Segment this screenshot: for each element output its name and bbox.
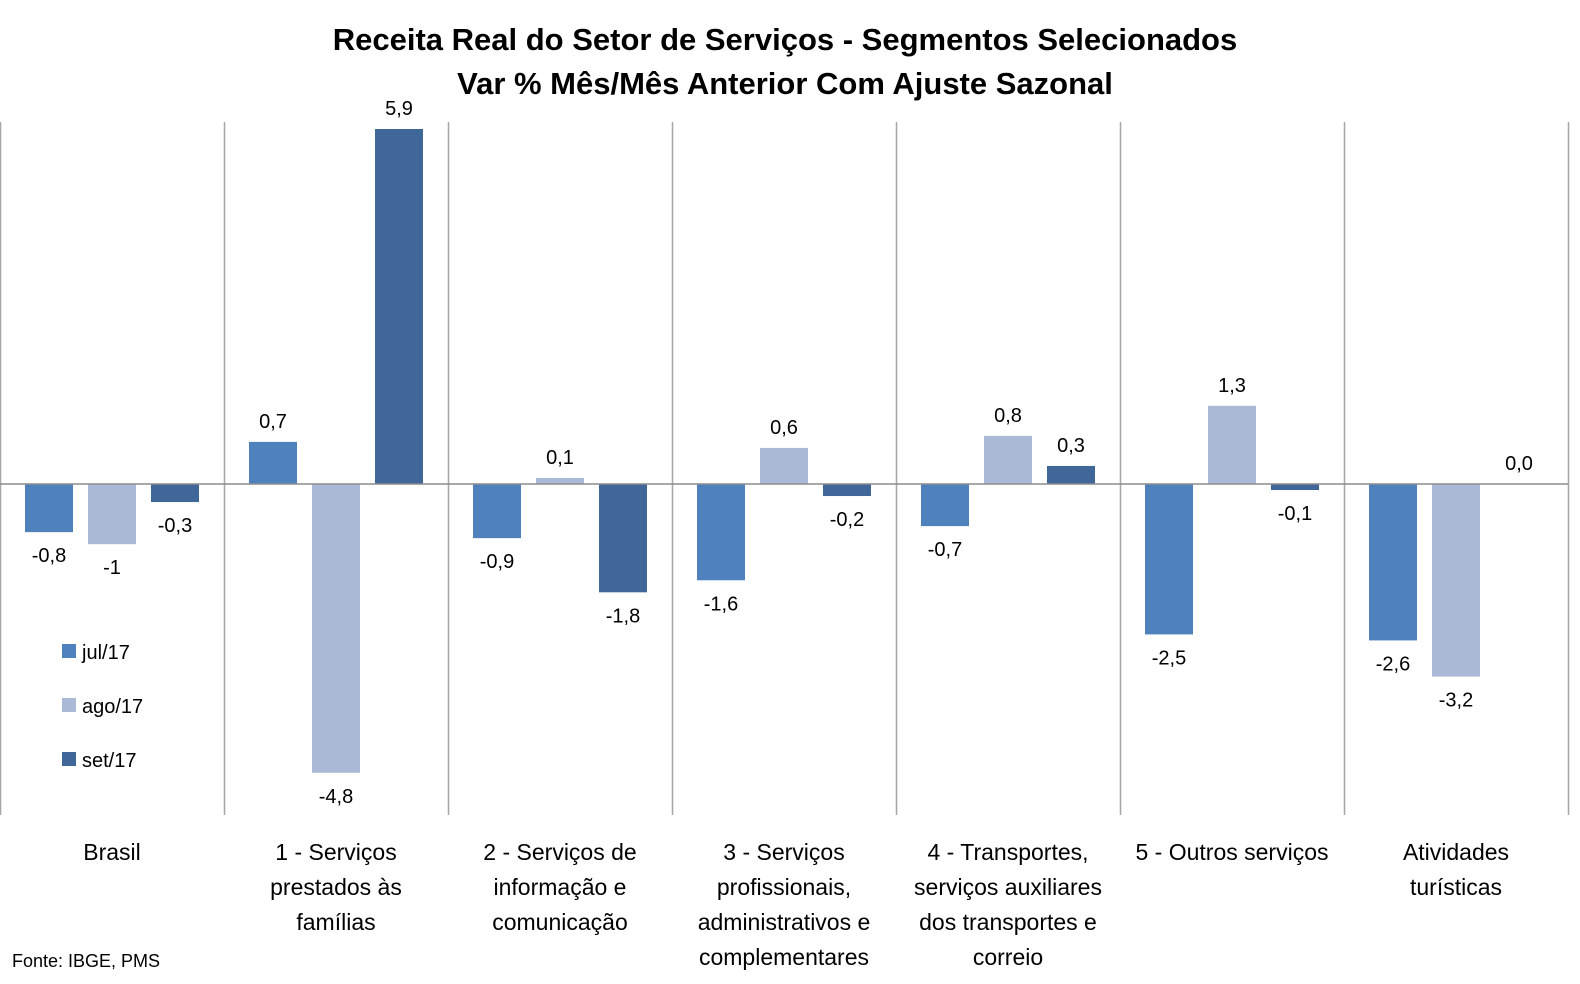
bar-set-17 — [599, 484, 647, 593]
category-gridlines — [0, 122, 1570, 815]
category-label: 4 - Transportes, — [927, 839, 1088, 865]
data-label: 1,3 — [1218, 375, 1246, 397]
bar-ago-17 — [312, 484, 360, 773]
bar-jul-17 — [921, 484, 969, 527]
category-label: famílias — [296, 909, 375, 935]
bar-jul-17 — [25, 484, 73, 533]
bar-set-17 — [1271, 484, 1319, 491]
bar-set-17 — [823, 484, 871, 497]
data-label: -0,8 — [32, 545, 66, 567]
bar-jul-17 — [1369, 484, 1417, 641]
data-label: -4,8 — [319, 786, 353, 808]
data-label: -1,6 — [704, 593, 738, 615]
data-label: 0,6 — [770, 417, 798, 439]
data-label: 0,7 — [259, 411, 287, 433]
bar-ago-17 — [984, 435, 1032, 484]
legend-swatch — [62, 698, 76, 712]
data-label: -1 — [103, 557, 121, 579]
legend-label: jul/17 — [81, 642, 130, 664]
data-label: 0,1 — [546, 447, 574, 469]
category-label: serviços auxiliares — [914, 874, 1102, 900]
bar-ago-17 — [536, 477, 584, 484]
bar-ago-17 — [88, 484, 136, 545]
data-label: -2,6 — [1376, 653, 1410, 675]
bar-jul-17 — [697, 484, 745, 581]
bar-jul-17 — [1145, 484, 1193, 635]
data-label: -1,8 — [606, 605, 640, 627]
data-label: 0,8 — [994, 405, 1022, 427]
data-label: 0,3 — [1057, 435, 1085, 457]
category-label: 1 - Serviços — [275, 839, 396, 865]
category-label: profissionais, — [717, 874, 851, 900]
bar-set-17 — [375, 129, 423, 484]
source-note: Fonte: IBGE, PMS — [12, 951, 160, 971]
category-label: 2 - Serviços de — [483, 839, 636, 865]
category-labels: Brasil 1 - Serviços prestados às famílias 2 … — [83, 839, 1509, 970]
data-label: -0,7 — [928, 539, 962, 561]
chart-title: Receita Real do Setor de Serviços - Segm… — [333, 22, 1237, 57]
category-label: 3 - Serviços — [723, 839, 844, 865]
chart-subtitle: Var % Mês/Mês Anterior Com Ajuste Sazona… — [457, 66, 1113, 101]
data-labels: -0,8 0,7 -0,9 -1,6 -0,7 -2,5 -2,6 -1 -4,8 0,1 0,6 0… — [32, 98, 1533, 808]
bar-ago-17 — [1208, 405, 1256, 484]
category-label: complementares — [699, 944, 869, 970]
legend-swatch — [62, 752, 76, 766]
data-label: 5,9 — [385, 98, 413, 120]
category-label: prestados às — [270, 874, 402, 900]
legend-label: set/17 — [82, 750, 136, 772]
category-label: 5 - Outros serviços — [1136, 839, 1329, 865]
legend-label: ago/17 — [82, 696, 143, 718]
legend-swatch — [62, 644, 76, 658]
bar-ago-17 — [760, 447, 808, 484]
bar-set-17 — [151, 484, 199, 503]
category-label: Atividades — [1403, 839, 1509, 865]
data-label: -0,9 — [480, 551, 514, 573]
data-label: 0,0 — [1505, 453, 1533, 475]
bar-ago-17 — [1432, 484, 1480, 677]
category-label: turísticas — [1410, 874, 1502, 900]
bar-jul-17 — [473, 484, 521, 539]
category-label: administrativos e — [698, 909, 871, 935]
category-label: Brasil — [83, 839, 141, 865]
data-label: -2,5 — [1152, 647, 1186, 669]
bars — [25, 129, 1480, 773]
legend: jul/17 ago/17 set/17 — [62, 642, 143, 772]
data-label: -0,1 — [1278, 503, 1312, 525]
category-label: comunicação — [492, 909, 628, 935]
data-label: -3,2 — [1439, 690, 1473, 712]
category-label: dos transportes e — [919, 909, 1097, 935]
bar-jul-17 — [249, 441, 297, 484]
data-label: -0,2 — [830, 509, 864, 531]
category-label: informação e — [494, 874, 627, 900]
data-label: -0,3 — [158, 515, 192, 537]
bar-set-17 — [1047, 465, 1095, 484]
category-label: correio — [973, 944, 1043, 970]
